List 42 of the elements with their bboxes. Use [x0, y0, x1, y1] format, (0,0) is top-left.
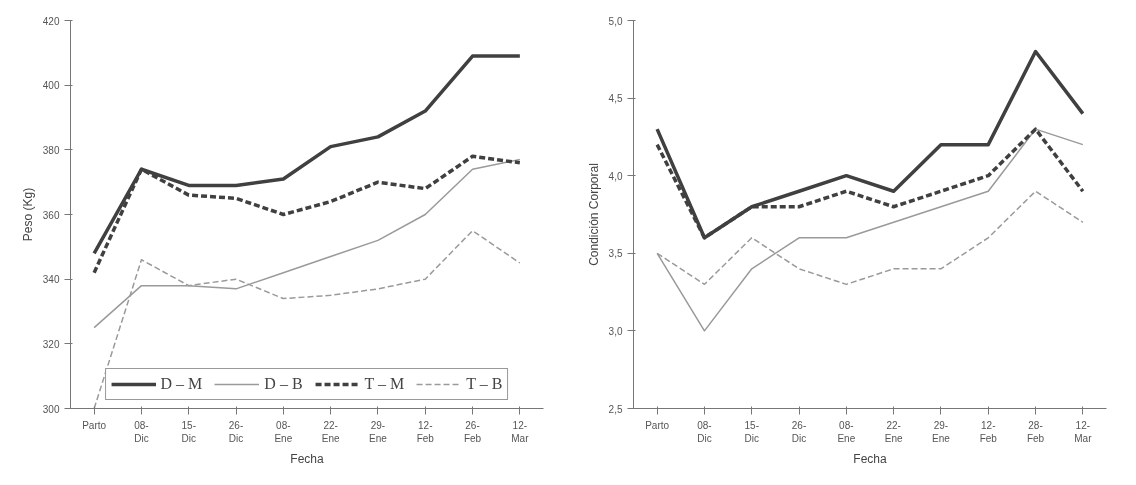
legend-label: T – B — [466, 375, 503, 393]
x-tick-label: 15-Dic — [181, 419, 196, 444]
line-series — [655, 49, 1085, 240]
legend-label: T – M — [364, 375, 405, 393]
y-tick-label: 320 — [42, 338, 60, 350]
y-tick-label: 3,0 — [608, 325, 623, 337]
x-tick-label: 22-Ene — [884, 419, 903, 444]
y-tick-label: 5,0 — [608, 15, 623, 27]
x-tick-label: 29-Ene — [932, 419, 951, 444]
x-tick-label: 12-Mar — [1074, 419, 1093, 444]
y-tick-label: 340 — [42, 274, 60, 286]
y-tick-label: 360 — [42, 209, 60, 221]
y-axis-title: Peso (Kg) — [20, 187, 35, 242]
y-tick-label: 3,5 — [608, 248, 623, 260]
y-tick-label: 4,5 — [608, 93, 623, 105]
x-tick-label: 12-Feb — [416, 419, 435, 444]
legend-label: D – M — [160, 375, 203, 393]
x-tick-label: 12-Feb — [979, 419, 998, 444]
x-tick-label: 26-Dic — [228, 419, 244, 444]
x-tick-label: 12-Mar — [511, 419, 530, 444]
y-tick-label: 400 — [42, 80, 60, 92]
x-tick-label: 22-Ene — [321, 419, 340, 444]
x-tick-label: 08-Ene — [837, 419, 856, 444]
legend-label: D – B — [264, 375, 303, 393]
x-tick-label: Parto — [645, 419, 670, 431]
y-tick-label: 420 — [42, 15, 60, 27]
x-tick-label: 08-Dic — [697, 419, 712, 444]
y-tick-label: 2,5 — [608, 403, 623, 415]
y-tick-label: 300 — [42, 403, 60, 415]
x-tick-label: Parto — [82, 419, 107, 431]
y-tick-label: 4,0 — [608, 170, 623, 182]
x-tick-label: 26-Dic — [791, 419, 807, 444]
x-axis-title: Fecha — [290, 451, 324, 466]
y-axis-title: Condición Corporal — [586, 163, 601, 266]
x-axis-title: Fecha — [853, 451, 887, 466]
x-tick-label: 29-Ene — [369, 419, 388, 444]
y-tick-label: 380 — [42, 144, 60, 156]
x-tick-label: 28-Feb — [1026, 419, 1045, 444]
x-tick-label: 08-Dic — [134, 419, 149, 444]
x-tick-label: 08-Ene — [274, 419, 293, 444]
x-tick-label: 15-Dic — [744, 419, 759, 444]
x-tick-label: 26-Feb — [463, 419, 482, 444]
